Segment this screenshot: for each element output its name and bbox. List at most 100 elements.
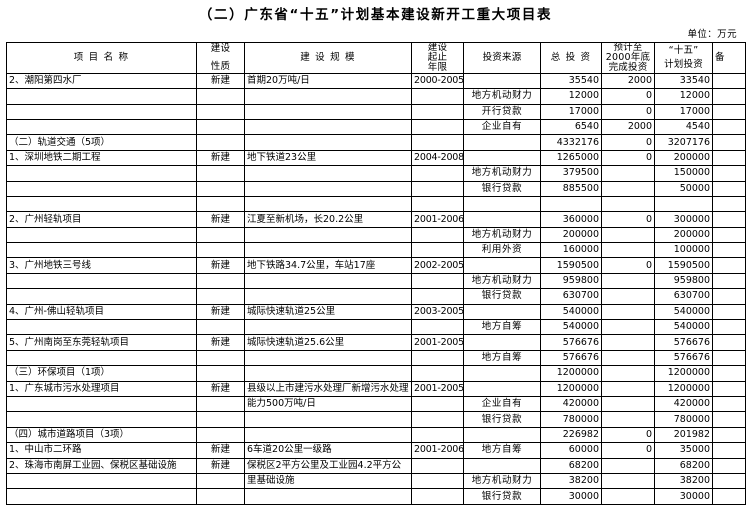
cell-scale (244, 88, 412, 105)
table-row: 地方机动财力 379500 150000 (6, 165, 746, 182)
cell-source: 银行贷款 (463, 411, 541, 428)
cell-nature: 新建 (196, 257, 245, 274)
cell-nature (196, 426, 245, 444)
cell-note (712, 211, 746, 228)
cell-years (411, 118, 464, 136)
cell-done-by-2000 (601, 242, 655, 259)
cell-nature: 新建 (196, 149, 245, 167)
cell-project-name: 2、珠海市南屏工业园、保税区基础设施 (6, 457, 197, 474)
document-page: （二）广东省“十五”计划基本建设新开工重大项目表 单位：万元 项 目 名 称 建… (6, 7, 746, 505)
cell-nature (196, 165, 245, 182)
cell-done-by-2000 (601, 165, 655, 182)
table-row: 银行贷款 885500 50000 (6, 180, 746, 197)
cell-total-investment: 1200000 (540, 365, 602, 382)
cell-total-investment: 60000 (540, 442, 602, 459)
cell-project-name (6, 349, 197, 367)
cell-years (411, 349, 464, 367)
cell-scale (244, 411, 412, 428)
cell-years (411, 319, 464, 336)
major-projects-table: 项 目 名 称 建设 性质 建 设 规 模 建设 起止 年限 投资来源 总 投 … (6, 41, 746, 505)
cell-done-by-2000 (601, 488, 655, 505)
cell-years: 2001-2006 (411, 211, 464, 228)
cell-plan-investment: 540000 (654, 319, 713, 336)
cell-years (411, 226, 464, 244)
cell-nature (196, 134, 245, 151)
cell-done-by-2000: 2000 (601, 118, 655, 136)
cell-total-investment: 200000 (540, 226, 602, 244)
cell-done-by-2000: 0 (601, 149, 655, 167)
cell-plan-investment: 780000 (654, 411, 713, 428)
table-body: 2、潮阳第四水厂 新建 首期20万吨/日 2000-2005 35540 2000 3354… (6, 72, 746, 505)
cell-years (411, 272, 464, 290)
cell-nature (196, 472, 245, 490)
cell-done-by-2000 (601, 180, 655, 197)
col-header-years: 建设 起止 年限 (411, 41, 464, 74)
cell-total-investment: 780000 (540, 411, 602, 428)
table-row: 地方机动财力 959800 959800 (6, 272, 746, 290)
cell-source (463, 303, 541, 321)
cell-project-name: 1、广东城市污水处理项目 (6, 380, 197, 397)
cell-scale: 地下铁道23公里 (244, 149, 412, 167)
cell-total-investment: 38200 (540, 472, 602, 490)
cell-plan-investment: 30000 (654, 488, 713, 505)
cell-source: 地方机动财力 (463, 88, 541, 105)
cell-years: 2001-2005 (411, 380, 464, 397)
cell-done-by-2000: 0 (601, 211, 655, 228)
cell-scale (244, 349, 412, 367)
table-row: 开行贷款 17000 0 17000 (6, 103, 746, 120)
cell-done-by-2000: 0 (601, 257, 655, 274)
cell-scale: 首期20万吨/日 (244, 72, 412, 90)
cell-project-name: 4、广州-佛山轻轨项目 (6, 303, 197, 321)
cell-project-name (6, 472, 197, 490)
cell-note (712, 349, 746, 367)
cell-scale (244, 488, 412, 505)
cell-years: 2001-2005 (411, 334, 464, 351)
table-row: 2、珠海市南屏工业园、保税区基础设施 新建 保税区2平方公里及工业园4.2平方公 68… (6, 457, 746, 474)
cell-scale: 里基础设施 (244, 472, 412, 490)
cell-total-investment: 360000 (540, 211, 602, 228)
cell-years: 2003-2005 (411, 303, 464, 321)
cell-project-name: （二）轨道交通（5项） (6, 134, 197, 151)
cell-project-name: （三）环保项目（1项） (6, 365, 197, 382)
cell-total-investment: 576676 (540, 334, 602, 351)
cell-nature: 新建 (196, 211, 245, 228)
cell-done-by-2000 (601, 457, 655, 474)
cell-source (463, 380, 541, 397)
table-row: （四）城市道路项目（3项） 226982 0 201982 (6, 426, 746, 444)
cell-total-investment: 630700 (540, 288, 602, 305)
cell-source (463, 195, 541, 213)
table-row: 地方自筹 540000 540000 (6, 319, 746, 336)
table-row: 2、广州轻轨项目 新建 江夏至新机场，长20.2公里 2001-2006 360000 0… (6, 211, 746, 228)
cell-nature (196, 349, 245, 367)
cell-scale (244, 226, 412, 244)
cell-scale: 能力500万吨/日 (244, 395, 412, 413)
cell-total-investment: 12000 (540, 88, 602, 105)
cell-project-name (6, 88, 197, 105)
table-row: 银行贷款 780000 780000 (6, 411, 746, 428)
cell-plan-investment: 200000 (654, 149, 713, 167)
cell-plan-investment: 50000 (654, 180, 713, 197)
cell-source (463, 149, 541, 167)
cell-done-by-2000: 0 (601, 134, 655, 151)
cell-scale: 城际快速轨道25公里 (244, 303, 412, 321)
cell-done-by-2000 (601, 380, 655, 397)
col-header-nature-line1: 建设 (210, 42, 231, 54)
cell-scale (244, 134, 412, 151)
cell-note (712, 334, 746, 351)
cell-total-investment: 17000 (540, 103, 602, 120)
cell-scale (244, 103, 412, 120)
cell-note (712, 319, 746, 336)
cell-source (463, 72, 541, 90)
cell-note (712, 395, 746, 413)
table-row: 5、广州南岗至东莞轻轨项目 新建 城际快速轨道25.6公里 2001-2005 5766… (6, 334, 746, 351)
table-header: 项 目 名 称 建设 性质 建 设 规 模 建设 起止 年限 投资来源 总 投 … (6, 41, 746, 74)
cell-scale (244, 180, 412, 197)
cell-source: 开行贷款 (463, 103, 541, 120)
cell-project-name: 3、广州地铁三号线 (6, 257, 197, 274)
cell-total-investment: 959800 (540, 272, 602, 290)
cell-note (712, 472, 746, 490)
cell-note (712, 257, 746, 274)
table-row: 企业自有 6540 2000 4540 (6, 118, 746, 136)
cell-total-investment: 160000 (540, 242, 602, 259)
cell-source (463, 426, 541, 444)
